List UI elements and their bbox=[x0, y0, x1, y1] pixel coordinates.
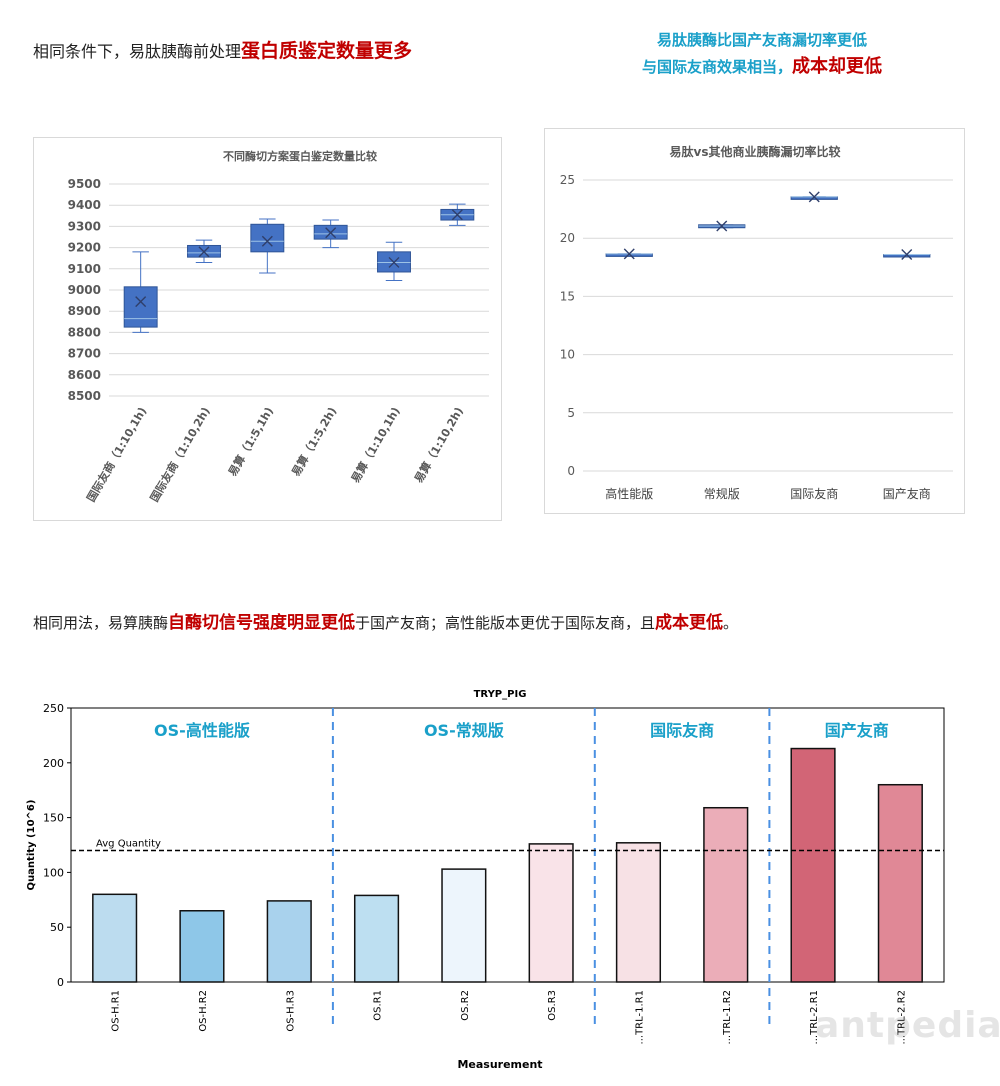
bar bbox=[441, 868, 487, 983]
x-tick-label: 常规版 bbox=[704, 486, 740, 501]
y-tick-label: 9000 bbox=[68, 283, 101, 297]
bar bbox=[528, 843, 574, 983]
heading-protein-id: 相同条件下，易肽胰酶前处理蛋白质鉴定数量更多 bbox=[33, 36, 412, 63]
chart-autolysis: TRYP_PIG 0 50 100 150 200 250 OS-H.R1 OS-H.R2 OS-… bbox=[26, 689, 945, 1071]
y-tick-label: 8500 bbox=[68, 389, 101, 403]
y-tick-label: 9500 bbox=[68, 177, 101, 191]
x-tick-label: ...TRL-2.R1 bbox=[809, 990, 820, 1044]
group-label: 国际友商 bbox=[650, 721, 714, 740]
chart-protein-id-panel: 不同酶切方案蛋白鉴定数量比较 8500 8600 8700 8800 8900 9000 91… bbox=[33, 137, 502, 521]
bar bbox=[266, 900, 312, 983]
y-tick-label: 0 bbox=[57, 976, 64, 989]
y-tick-label: 20 bbox=[560, 231, 575, 245]
y-tick-label: 250 bbox=[43, 702, 64, 715]
y-tick-label: 5 bbox=[567, 406, 575, 420]
mean-marker bbox=[325, 227, 337, 239]
bar bbox=[353, 894, 400, 983]
x-tick-label: 国产友商 bbox=[883, 486, 931, 501]
mean-marker bbox=[261, 235, 273, 247]
x-tick-label: 国际友商（1:10,2h) bbox=[147, 405, 213, 505]
y-tick-label: 100 bbox=[43, 866, 64, 879]
group-label: OS-高性能版 bbox=[154, 721, 250, 740]
y-tick-label: 0 bbox=[567, 464, 575, 478]
heading-missed-cleavage-line1: 易肽胰酶比国产友商漏切率更低 bbox=[656, 31, 867, 49]
group-label: 国产友商 bbox=[825, 721, 889, 740]
chart-title: 易肽vs其他商业胰酶漏切率比较 bbox=[670, 144, 841, 159]
bar bbox=[703, 806, 749, 983]
y-axis-label: Quantity (10^6) bbox=[26, 800, 37, 891]
bar bbox=[179, 910, 225, 983]
x-axis-label: Measurement bbox=[457, 1058, 542, 1071]
heading-autolysis-p3: 。 bbox=[723, 614, 739, 632]
x-tick-label: 易算（1:5,2h) bbox=[288, 405, 339, 479]
heading-missed-cleavage-line2-highlight: 成本却更低 bbox=[792, 56, 882, 77]
box bbox=[250, 223, 285, 253]
y-tick-label: 50 bbox=[50, 921, 64, 934]
y-tick-label: 9300 bbox=[68, 219, 101, 233]
y-tick-label: 8700 bbox=[68, 347, 101, 361]
y-tick-label: 25 bbox=[560, 173, 575, 187]
bar bbox=[92, 893, 138, 983]
box bbox=[123, 286, 158, 328]
group-label: OS-常规版 bbox=[424, 721, 504, 740]
heading-protein-id-highlight: 蛋白质鉴定数量更多 bbox=[241, 40, 413, 62]
chart-title: 不同酶切方案蛋白鉴定数量比较 bbox=[223, 149, 377, 163]
x-tick-label: OS.R1 bbox=[373, 990, 384, 1021]
mean-marker bbox=[388, 256, 400, 268]
heading-autolysis-h2: 成本更低 bbox=[655, 613, 724, 633]
bar bbox=[615, 842, 662, 983]
x-tick-label: OS.R3 bbox=[547, 990, 558, 1021]
plot-frame bbox=[70, 707, 945, 983]
mean-marker bbox=[716, 220, 728, 232]
y-tick-label: 9400 bbox=[68, 198, 101, 212]
bar bbox=[877, 783, 923, 983]
y-tick-label: 9200 bbox=[68, 241, 101, 255]
heading-autolysis-p1: 相同用法，易算胰酶 bbox=[33, 614, 169, 632]
heading-autolysis-p2: 于国产友商；高性能版本更优于国际友商，且 bbox=[355, 614, 656, 632]
y-tick-label: 10 bbox=[560, 348, 575, 362]
y-tick-label: 9100 bbox=[68, 262, 101, 276]
chart-protein-id: 不同酶切方案蛋白鉴定数量比较 8500 8600 8700 8800 8900 9000 91… bbox=[68, 149, 489, 505]
x-tick-label: 易算（1:10,1h) bbox=[348, 405, 403, 486]
chart-missed-cleavage-panel: 易肽vs其他商业胰酶漏切率比较 0 5 10 15 20 25 高性能版 常规版 国际友商 国产友商 bbox=[544, 128, 965, 514]
bar bbox=[790, 747, 836, 983]
x-tick-label: 易算（1:10,2h) bbox=[411, 405, 466, 486]
chart-title: TRYP_PIG bbox=[474, 689, 527, 700]
chart-missed-cleavage: 易肽vs其他商业胰酶漏切率比较 0 5 10 15 20 25 高性能版 常规版 国际友商 国产友商 bbox=[560, 144, 953, 501]
x-tick-label: OS-H.R2 bbox=[198, 990, 209, 1032]
heading-protein-id-prefix: 相同条件下，易肽胰酶前处理 bbox=[33, 42, 242, 61]
x-tick-label: ...TRL-1.R2 bbox=[722, 990, 733, 1044]
x-tick-label: OS-H.R1 bbox=[111, 990, 122, 1032]
x-tick-label: 易算（1:5,1h) bbox=[225, 405, 276, 479]
x-tick-label: OS.R2 bbox=[460, 990, 471, 1021]
y-tick-label: 150 bbox=[43, 812, 64, 825]
y-tick-label: 8900 bbox=[68, 304, 101, 318]
mean-marker bbox=[451, 209, 463, 221]
x-tick-label: ...TRL-1.R1 bbox=[634, 990, 645, 1044]
reference-line-label: Avg Quantity bbox=[96, 838, 161, 849]
mean-marker bbox=[198, 246, 210, 258]
y-tick-label: 8800 bbox=[68, 325, 101, 339]
x-tick-label: 高性能版 bbox=[605, 486, 653, 501]
mean-marker bbox=[623, 248, 635, 260]
mean-marker bbox=[135, 296, 147, 308]
mean-marker bbox=[808, 191, 820, 203]
y-tick-label: 15 bbox=[560, 289, 575, 303]
x-tick-label: ...TRL-2.R2 bbox=[896, 990, 907, 1044]
mean-marker bbox=[901, 249, 913, 260]
x-tick-label: OS-H.R3 bbox=[285, 990, 296, 1032]
heading-missed-cleavage-line2: 与国际友商效果相当，成本却更低 bbox=[612, 52, 912, 78]
heading-autolysis-h1: 自酶切信号强度明显更低 bbox=[168, 613, 356, 633]
watermark-logo: antpedia bbox=[815, 1005, 1000, 1046]
y-tick-label: 8600 bbox=[68, 368, 101, 382]
heading-missed-cleavage-line2-prefix: 与国际友商效果相当， bbox=[641, 58, 792, 76]
x-tick-label: 国际友商 bbox=[790, 486, 838, 501]
heading-autolysis: 相同用法，易算胰酶自酶切信号强度明显更低于国产友商；高性能版本更优于国际友商，且… bbox=[33, 608, 738, 633]
y-tick-label: 200 bbox=[43, 757, 64, 770]
x-tick-label: 国际友商（1:10,1h) bbox=[84, 405, 150, 505]
